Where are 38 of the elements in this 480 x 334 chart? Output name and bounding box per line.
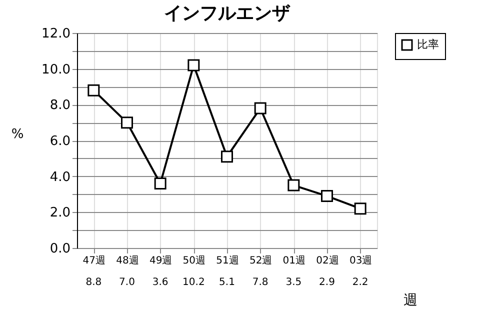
y-tick-label: 6.0 bbox=[50, 134, 70, 149]
x-tick-label: 03週 bbox=[349, 256, 372, 266]
data-label: 10.2 bbox=[182, 277, 205, 288]
point bbox=[121, 116, 133, 129]
data-label: 2.9 bbox=[319, 277, 335, 288]
point bbox=[254, 102, 266, 114]
y-tick-label: 10.0 bbox=[42, 62, 70, 78]
point bbox=[221, 150, 233, 163]
data-label: 5.1 bbox=[219, 277, 235, 288]
y-axis-title: % bbox=[11, 127, 24, 142]
x-tick-label: 02週 bbox=[316, 256, 339, 266]
y-tick-label: 4.0 bbox=[50, 170, 70, 185]
point bbox=[154, 178, 166, 190]
legend-label: 比率 bbox=[417, 38, 439, 51]
point bbox=[288, 179, 300, 192]
data-label: 3.6 bbox=[152, 277, 168, 288]
chart-title: インフルエンザ bbox=[164, 3, 291, 24]
data-label: 2.2 bbox=[352, 277, 368, 288]
x-tick-label: 50週 bbox=[182, 256, 206, 266]
x-tick-label: 49週 bbox=[149, 256, 172, 266]
x-tick-label: 52週 bbox=[249, 256, 272, 266]
point bbox=[88, 84, 100, 96]
y-tick-label: 2.0 bbox=[50, 206, 70, 221]
data-label: 7.8 bbox=[252, 277, 268, 288]
x-tick-label: 51週 bbox=[216, 256, 239, 266]
y-tick-label: 0.0 bbox=[50, 242, 70, 256]
y-tick-label: 8.0 bbox=[50, 98, 70, 114]
data-label: 7.0 bbox=[119, 277, 135, 288]
x-tick-label: 47週 bbox=[82, 256, 106, 266]
data-label: 3.5 bbox=[286, 277, 302, 288]
y-tick-label: 12.0 bbox=[42, 26, 70, 42]
point bbox=[354, 202, 366, 215]
x-tick-label: 01週 bbox=[282, 256, 306, 266]
x-tick-label: 48週 bbox=[116, 256, 139, 266]
point bbox=[321, 190, 333, 202]
data-label: 8.8 bbox=[86, 277, 102, 288]
x-axis-title: 週 bbox=[404, 292, 418, 308]
point bbox=[188, 59, 200, 72]
